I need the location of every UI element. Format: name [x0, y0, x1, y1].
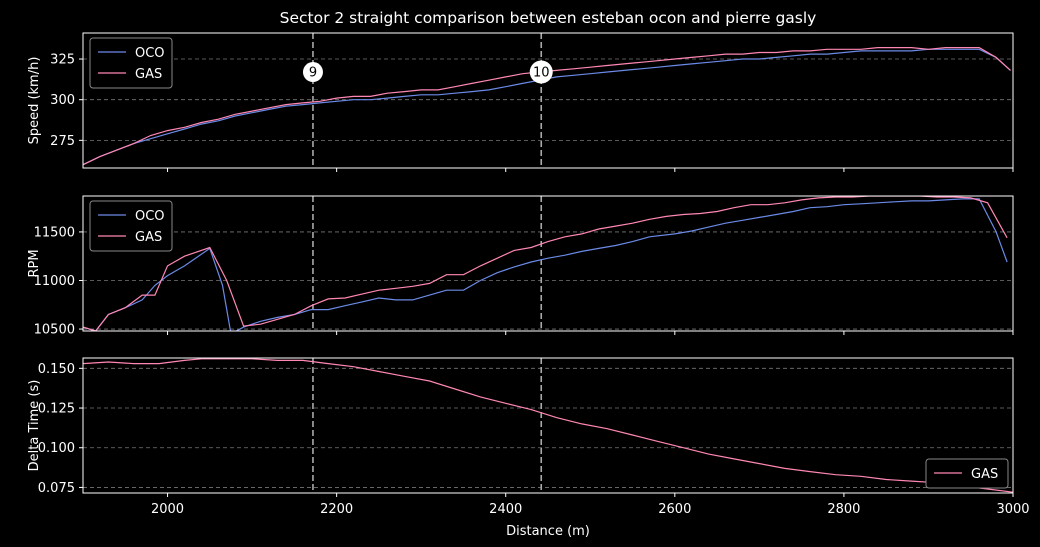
legend-label: GAS — [971, 467, 998, 482]
corner-badge — [529, 60, 553, 84]
legend-box — [925, 458, 1009, 489]
y-tick-label: 11500 — [34, 225, 75, 240]
y-tick-label: 0.125 — [38, 402, 75, 417]
y-axis-label: Delta Time (s) — [27, 380, 42, 472]
subplot-1: 275 300 325 9 10 Speed (km/h) OCO GAS — [27, 32, 1014, 172]
series-line-gas — [83, 358, 1013, 493]
legend-label: OCO — [135, 46, 165, 61]
legend-box — [89, 200, 173, 252]
chart-title: Sector 2 straight comparison between est… — [280, 9, 817, 27]
y-tick-label: 0.150 — [38, 362, 75, 377]
legend-label: GAS — [135, 230, 162, 245]
y-tick-label: 0.075 — [38, 481, 75, 496]
x-tick-label: 2000 — [151, 502, 184, 517]
legend-label: OCO — [135, 209, 165, 224]
y-axis-label: RPM — [27, 249, 42, 277]
axes-frame — [82, 32, 1014, 169]
corner-badge — [302, 62, 323, 83]
x-tick-label: 2200 — [320, 502, 353, 517]
axes-frame — [82, 357, 1014, 494]
series-line-oco — [83, 198, 1008, 331]
x-axis-label: Distance (m) — [506, 524, 590, 539]
subplot-2: 10500 11000 11500 RPM OCO GAS — [27, 195, 1014, 338]
legend-label: GAS — [135, 67, 162, 82]
y-tick-label: 11000 — [34, 274, 75, 289]
legend: GAS — [925, 458, 1009, 489]
x-tick-label: 3000 — [996, 502, 1029, 517]
corner-label: 10 — [533, 66, 550, 81]
x-tick-label: 2600 — [658, 502, 691, 517]
y-tick-label: 300 — [50, 93, 75, 108]
corner-label: 9 — [309, 66, 317, 81]
y-tick-label: 10500 — [34, 323, 75, 338]
x-tick-label: 2400 — [489, 502, 522, 517]
subplot-3: 0.075 0.100 0.125 0.150 2000 2200 2400 2600 2800… — [27, 357, 1030, 517]
legend: OCO GAS — [89, 37, 173, 89]
subplots: 275 300 325 9 10 Speed (km/h) OCO GAS 10500 11000… — [27, 32, 1030, 517]
legend-box — [89, 37, 173, 89]
y-tick-label: 275 — [50, 134, 75, 149]
axes-frame — [82, 195, 1014, 332]
series-line-gas — [83, 196, 1008, 331]
x-tick-label: 2800 — [827, 502, 860, 517]
y-axis-label: Speed (km/h) — [27, 57, 42, 145]
y-tick-label: 0.100 — [38, 441, 75, 456]
legend: OCO GAS — [89, 200, 173, 252]
y-tick-label: 325 — [50, 53, 75, 68]
